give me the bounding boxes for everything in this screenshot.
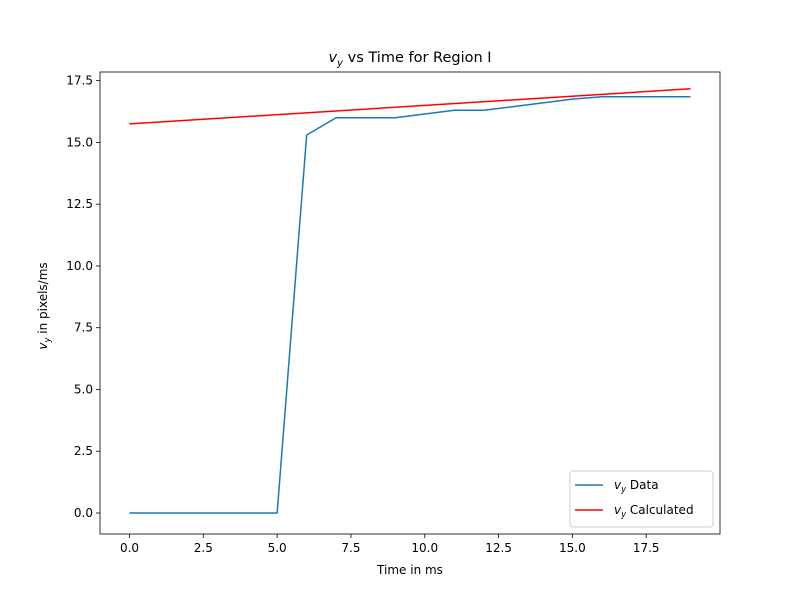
chart-title: vy vs Time for Region I [328, 50, 491, 69]
legend-label-0: vy Data [614, 478, 659, 494]
x-tick-label: 10.0 [411, 541, 438, 555]
math-subscript: y [620, 509, 627, 519]
math-var: v [328, 50, 337, 66]
x-tick-label: 5.0 [268, 541, 287, 555]
x-tick-label: 2.5 [194, 541, 213, 555]
y-tick-label: 17.5 [66, 74, 93, 88]
series-line-1 [129, 88, 691, 125]
y-tick-label: 12.5 [66, 197, 93, 211]
math-rest: in pixels/ms [36, 262, 50, 337]
y-tick-label: 0.0 [74, 506, 93, 520]
math-rest: Data [626, 478, 658, 492]
math-var: v [614, 503, 622, 517]
math-rest: vs Time for Region I [343, 50, 492, 66]
x-axis-label: Time in ms [376, 563, 443, 577]
x-tick-label: 15.0 [559, 541, 586, 555]
y-tick-label: 15.0 [66, 135, 93, 149]
math-rest: Calculated [626, 503, 693, 517]
math-subscript: y [42, 337, 52, 344]
math-subscript: y [620, 484, 627, 494]
y-tick-label: 7.5 [74, 321, 93, 335]
series-line-0 [129, 95, 691, 514]
axes-frame [99, 71, 721, 535]
math-var: v [614, 478, 622, 492]
x-tick-label: 7.5 [341, 541, 360, 555]
legend-box [569, 470, 714, 528]
y-tick-label: 2.5 [74, 444, 93, 458]
math-var: v [36, 342, 50, 350]
plot-area [99, 71, 721, 535]
x-axis-ticks: 0.0 2.5 5.0 7.5 10.0 12.5 15.0 17.5 [120, 534, 660, 555]
y-tick-label: 5.0 [74, 382, 93, 396]
x-tick-label: 17.5 [633, 541, 660, 555]
x-tick-label: 0.0 [120, 541, 139, 555]
math-subscript: y [336, 58, 344, 69]
y-axis-ticks: 0.0 2.5 5.0 7.5 10.0 12.5 15.0 17.5 [66, 74, 100, 520]
x-tick-label: 12.5 [485, 541, 512, 555]
y-tick-label: 10.0 [66, 259, 93, 273]
legend-label-1: vy Calculated [614, 503, 694, 519]
y-axis-label: vy in pixels/ms [36, 262, 52, 349]
